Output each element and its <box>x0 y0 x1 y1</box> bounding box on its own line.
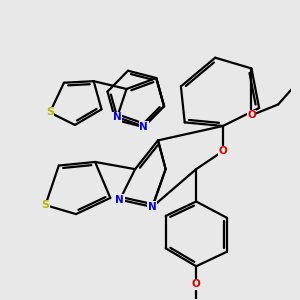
Text: O: O <box>247 110 256 120</box>
Text: N: N <box>113 112 122 122</box>
Text: S: S <box>41 200 50 210</box>
Text: N: N <box>116 195 124 205</box>
Text: N: N <box>140 122 148 131</box>
Text: S: S <box>46 107 54 118</box>
Text: N: N <box>148 202 157 212</box>
Text: O: O <box>192 279 200 289</box>
Text: O: O <box>218 146 227 156</box>
